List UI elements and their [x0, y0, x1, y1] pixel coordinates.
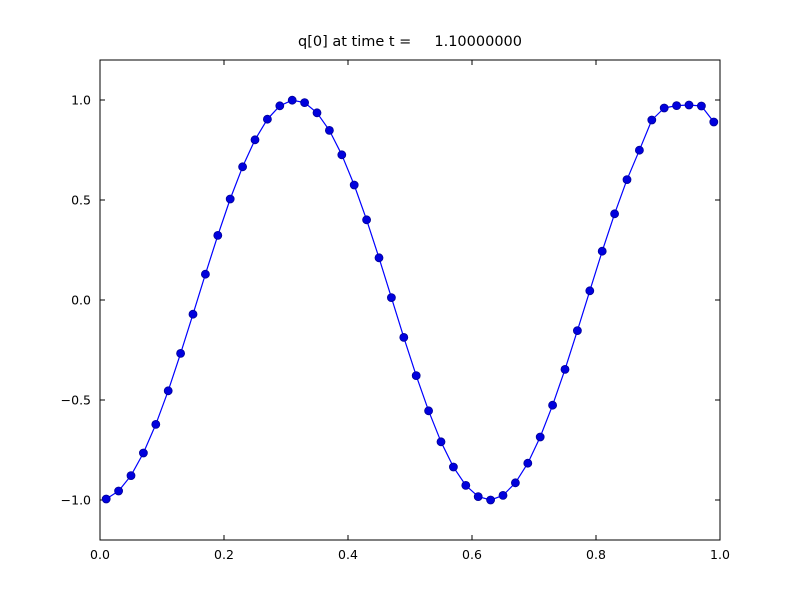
- series-marker: [324, 125, 334, 135]
- series-marker: [151, 419, 161, 429]
- series-marker: [560, 364, 570, 374]
- x-tick-label: 0.0: [90, 547, 110, 562]
- series-marker: [225, 194, 235, 204]
- y-tick-label: 0.5: [71, 193, 91, 208]
- series-marker: [250, 135, 260, 145]
- series-marker: [138, 448, 148, 458]
- series-marker: [176, 348, 186, 358]
- series-marker: [424, 406, 434, 416]
- y-tick-label: −1.0: [61, 493, 91, 508]
- x-tick-label: 0.6: [462, 547, 482, 562]
- series-marker: [188, 309, 198, 319]
- series-marker: [610, 209, 619, 219]
- x-tick-label: 0.2: [214, 547, 234, 562]
- series-marker: [399, 332, 409, 342]
- series-marker: [573, 326, 582, 336]
- series-marker: [672, 101, 681, 110]
- series-marker: [411, 371, 421, 381]
- series-marker: [535, 432, 545, 442]
- series-marker: [287, 95, 297, 105]
- series-marker: [548, 400, 557, 410]
- series-marker: [697, 101, 706, 111]
- series-marker: [362, 215, 372, 225]
- series-marker: [622, 175, 632, 185]
- series-marker: [597, 246, 607, 256]
- x-tick-label: 0.8: [586, 547, 606, 562]
- series-marker: [473, 492, 483, 502]
- series-marker: [511, 478, 520, 488]
- series-marker: [114, 486, 123, 496]
- series-marker: [461, 480, 471, 490]
- axes-frame: [99, 59, 721, 541]
- series-marker: [386, 293, 396, 303]
- y-tick-label: 0.0: [71, 293, 91, 308]
- series-marker: [213, 230, 223, 240]
- series-marker: [709, 117, 719, 127]
- chart-title: q[0] at time t = 1.10000000: [297, 34, 523, 50]
- series-marker: [200, 269, 210, 279]
- y-tick-label: −0.5: [61, 393, 91, 408]
- x-tick-label: 1.0: [710, 547, 730, 562]
- series-marker: [312, 108, 322, 118]
- series-marker: [349, 180, 359, 190]
- series-marker: [498, 490, 508, 500]
- x-tick-label: 0.4: [338, 547, 358, 562]
- series-marker: [684, 100, 694, 110]
- series-marker: [101, 494, 111, 504]
- series-marker: [659, 103, 669, 113]
- series-marker: [275, 101, 285, 111]
- series-line: [105, 99, 715, 501]
- series-marker: [300, 98, 310, 107]
- series-marker: [635, 145, 644, 155]
- series-marker: [647, 115, 657, 125]
- series-marker: [238, 162, 248, 172]
- series-marker: [523, 458, 533, 468]
- y-tick-label: 1.0: [71, 93, 91, 108]
- series-marker: [486, 495, 496, 505]
- series-marker: [262, 114, 272, 124]
- series-marker: [585, 286, 595, 296]
- series-marker: [126, 471, 136, 481]
- series-marker: [436, 437, 446, 447]
- series-marker: [374, 253, 384, 263]
- series-marker: [337, 150, 347, 160]
- series-marker: [163, 386, 173, 396]
- series-marker: [448, 462, 458, 472]
